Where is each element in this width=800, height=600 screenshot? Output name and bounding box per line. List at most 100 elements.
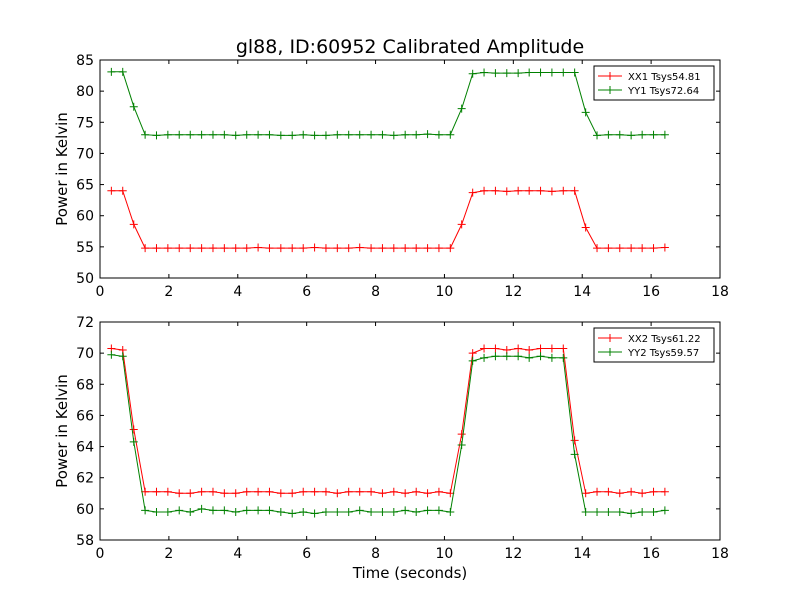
data-point <box>649 244 658 253</box>
data-point <box>321 507 330 516</box>
data-point <box>627 131 636 140</box>
data-point <box>491 69 500 78</box>
data-point <box>638 130 647 139</box>
data-point <box>389 244 398 253</box>
data-point <box>186 244 195 253</box>
x-tick-label: 18 <box>711 284 729 300</box>
x-tick-label: 10 <box>436 546 454 562</box>
data-point <box>254 506 263 515</box>
y-tick-label: 72 <box>76 315 94 331</box>
data-point <box>638 507 647 516</box>
data-point <box>242 487 251 496</box>
y-tick-label: 50 <box>76 271 94 287</box>
data-point <box>446 244 455 253</box>
y-tick-label: 85 <box>76 53 94 69</box>
data-point <box>265 506 274 515</box>
y-tick-label: 70 <box>76 346 94 362</box>
data-point <box>276 131 285 140</box>
x-tick-label: 14 <box>573 546 591 562</box>
data-point <box>660 506 669 515</box>
data-point <box>581 108 590 117</box>
data-point <box>163 130 172 139</box>
data-point <box>220 130 229 139</box>
data-point <box>355 487 364 496</box>
y-tick-label: 65 <box>76 178 94 194</box>
data-point <box>197 504 206 513</box>
data-point <box>299 487 308 496</box>
y-tick-label: 75 <box>76 115 94 131</box>
data-point <box>412 244 421 253</box>
data-point <box>231 131 240 140</box>
data-point <box>547 187 556 196</box>
data-point <box>186 489 195 498</box>
data-point <box>434 130 443 139</box>
data-point <box>129 220 138 229</box>
data-point <box>412 507 421 516</box>
data-point <box>547 353 556 362</box>
data-point <box>457 441 466 450</box>
data-point <box>423 130 432 139</box>
data-point <box>423 489 432 498</box>
data-point <box>604 507 613 516</box>
data-point <box>502 352 511 361</box>
data-point <box>163 244 172 253</box>
chart-title: gl88, ID:60952 Calibrated Amplitude <box>236 36 584 58</box>
data-point <box>220 506 229 515</box>
data-point <box>288 489 297 498</box>
data-point <box>333 507 342 516</box>
data-point <box>242 130 251 139</box>
data-point <box>242 244 251 253</box>
data-point <box>355 130 364 139</box>
data-point <box>547 68 556 77</box>
data-point <box>649 507 658 516</box>
plot-area-frame <box>99 59 721 279</box>
data-point <box>514 352 523 361</box>
data-point <box>457 104 466 113</box>
legend-marker <box>606 86 614 94</box>
legend-entry: XX1 Tsys54.81 <box>628 72 701 83</box>
data-point <box>468 349 477 358</box>
data-point <box>468 69 477 78</box>
data-point <box>310 487 319 496</box>
data-point <box>480 68 489 77</box>
data-point <box>525 346 534 355</box>
legend-marker <box>606 334 614 342</box>
data-point <box>457 430 466 439</box>
x-tick-label: 2 <box>164 546 173 562</box>
data-point <box>627 244 636 253</box>
data-point <box>242 506 251 515</box>
data-point <box>446 507 455 516</box>
data-point <box>434 487 443 496</box>
x-tick-label: 4 <box>233 284 242 300</box>
data-point <box>468 188 477 197</box>
series-1 <box>107 344 669 498</box>
data-point <box>310 131 319 140</box>
data-point <box>118 67 127 76</box>
data-point <box>649 487 658 496</box>
data-point <box>378 489 387 498</box>
plot-area-frame <box>99 321 721 541</box>
data-point <box>457 220 466 229</box>
data-point <box>604 487 613 496</box>
data-point <box>254 243 263 252</box>
x-tick-label: 10 <box>436 284 454 300</box>
chart-panel-1: 0 2 4 6 8 10 12 14 16 18 50 55 60 65 70 75 80 85 Power in … <box>53 53 729 300</box>
data-point <box>389 487 398 496</box>
data-point <box>299 507 308 516</box>
y-tick-label: 68 <box>76 377 94 393</box>
y-axis-label: Power in Kelvin <box>53 112 71 226</box>
data-point <box>525 68 534 77</box>
data-point <box>107 67 116 76</box>
data-point <box>175 244 184 253</box>
data-point <box>389 507 398 516</box>
data-point <box>265 244 274 253</box>
data-point <box>107 350 116 359</box>
data-point <box>615 244 624 253</box>
data-point <box>570 186 579 195</box>
y-tick-label: 58 <box>76 533 94 549</box>
data-point <box>491 344 500 353</box>
data-point <box>344 487 353 496</box>
data-point <box>559 68 568 77</box>
data-point <box>321 487 330 496</box>
data-point <box>220 489 229 498</box>
